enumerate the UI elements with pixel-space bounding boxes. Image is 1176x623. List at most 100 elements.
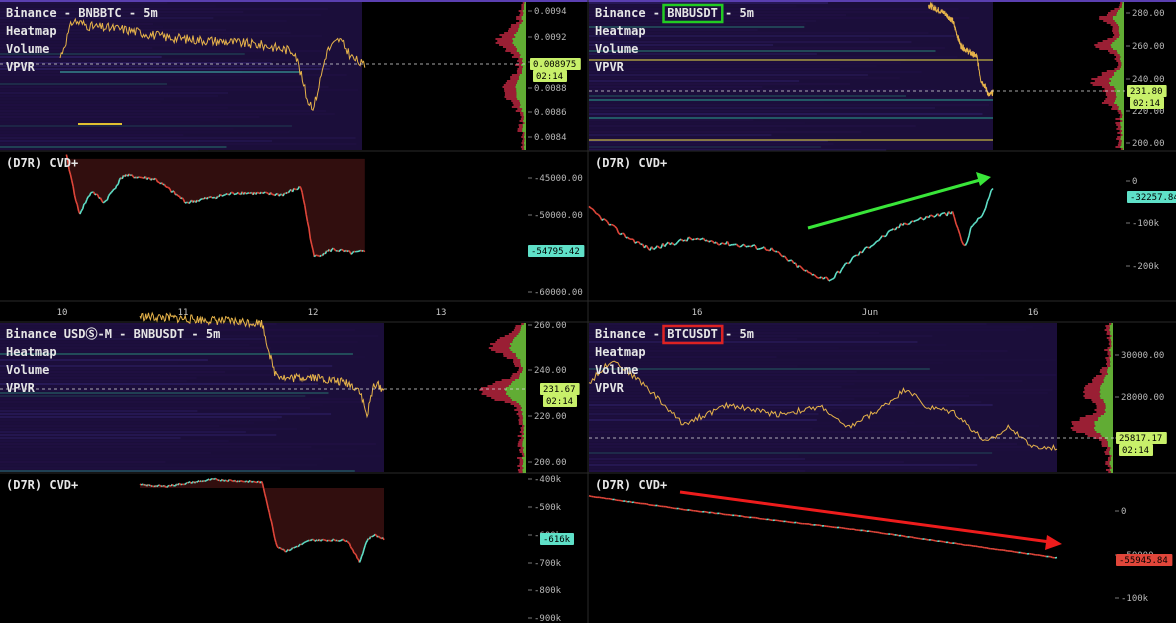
tr-cvd-axis-tick-1: -100k — [1132, 219, 1160, 229]
tr-countdown-badge-bg — [1130, 97, 1164, 109]
tr-price-line — [927, 1, 994, 97]
tr-cvd-line — [588, 187, 994, 282]
br-cvd-title: (D7R) CVD+ — [595, 478, 667, 492]
tr-price-axis-tick-0: 280.00 — [1132, 9, 1165, 19]
tr-indicator-2: VPVR — [595, 60, 625, 74]
bl-indicator-0: Heatmap — [6, 345, 57, 359]
bl-indicator-2: VPVR — [6, 381, 36, 395]
tr-title-symbol: BNBUSDT — [667, 6, 718, 20]
bl-price-axis-tick-2: 220.00 — [534, 412, 567, 422]
br-last-price-badge-bg — [1116, 432, 1167, 444]
br-indicator-2: VPVR — [595, 381, 625, 395]
br-symbol-highlight — [662, 324, 724, 345]
tl-price-axis-tick-4: 0.0086 — [534, 108, 567, 118]
tr-cvd-axis-tick-0: 0 — [1132, 177, 1137, 187]
bl-price-axis-tick-3: 200.00 — [534, 458, 567, 468]
tl-cvd-axis-tick-0: -45000.00 — [534, 174, 583, 184]
tr-price-axis-tick-4: 200.00 — [1132, 139, 1165, 149]
bl-cvd-axis-tick-3: -700k — [534, 559, 562, 569]
tl-volume-profile — [495, 2, 526, 150]
tl-cvd-title: (D7R) CVD+ — [6, 156, 78, 170]
br-title: Binance - BTCUSDT - 5m — [595, 327, 754, 341]
bl-cvd-axis-tick-0: -400k — [534, 475, 562, 485]
br-title-prefix: Binance - — [595, 327, 667, 341]
tl-price-axis-tick-0: 0.0094 — [534, 7, 567, 17]
tr-cvd-axis-tick-2: -200k — [1132, 262, 1160, 272]
tr-volume-profile — [1090, 2, 1124, 150]
tr-price-axis-tick-2: 240.00 — [1132, 75, 1165, 85]
br-price-line — [588, 360, 1058, 451]
tl-cvd-badge-bg — [528, 245, 585, 257]
tl-price-axis-tick-3: 0.0088 — [534, 84, 567, 94]
bl-cvd-title: (D7R) CVD+ — [6, 478, 78, 492]
tr-indicator-0: Heatmap — [595, 24, 646, 38]
bl-cvd-badge: -616k — [543, 535, 571, 545]
tl-price-line — [59, 17, 366, 111]
x-tick-left-1: 11 — [178, 308, 189, 318]
x-tick-left-0: 10 — [57, 308, 68, 318]
tr-cvd-title: (D7R) CVD+ — [595, 156, 667, 170]
bl-price-axis-tick-0: 260.00 — [534, 321, 567, 331]
tl-price-axis-tick-5: 0.0084 — [534, 133, 567, 143]
x-tick-right-0: 16 — [692, 308, 703, 318]
tr-price-axis-tick-1: 260.00 — [1132, 42, 1165, 52]
br-countdown-badge: 02:14 — [1122, 446, 1149, 456]
br-cvd-axis-tick-0: 0 — [1121, 507, 1126, 517]
tr-last-price-badge-bg — [1127, 85, 1167, 97]
bl-indicator-1: Volume — [6, 363, 49, 377]
br-price-axis-tick-1: 28000.00 — [1121, 393, 1164, 403]
bl-cvd-axis-tick-4: -800k — [534, 586, 562, 596]
br-downtrend-arrow-shaft — [679, 490, 1051, 544]
tr-heatmap — [589, 2, 993, 151]
br-indicator-0: Heatmap — [595, 345, 646, 359]
tr-indicator-1: Volume — [595, 42, 638, 56]
br-cvd-badge: -55945.84 — [1119, 556, 1168, 566]
tr-countdown-badge: 02:14 — [1133, 99, 1160, 109]
tr-uptrend-arrow-head — [976, 172, 991, 186]
tl-cvd-axis-tick-1: -50000.00 — [534, 211, 583, 221]
tr-uptrend-arrow-shaft — [807, 178, 981, 230]
br-countdown-badge-bg — [1119, 444, 1153, 456]
br-price-axis-tick-0: 30000.00 — [1121, 351, 1164, 361]
x-tick-left-3: 13 — [436, 308, 447, 318]
br-title-suffix: - 5m — [718, 327, 754, 341]
tl-last-price-badge: 0.008975 — [533, 60, 576, 70]
br-cvd-axis-tick-2: -100k — [1121, 594, 1149, 604]
tl-cvd-badge: -54795.42 — [531, 247, 580, 257]
bl-last-price-badge-bg — [540, 383, 580, 395]
tr-price-axis-tick-3: 220.00 — [1132, 107, 1165, 117]
tl-price-axis-tick-1: 0.0092 — [534, 33, 567, 43]
tr-title-prefix: Binance - — [595, 6, 667, 20]
bl-countdown-badge-bg — [543, 395, 577, 407]
bl-countdown-badge: 02:14 — [546, 397, 573, 407]
tr-last-price-badge: 231.80 — [1130, 87, 1163, 97]
tl-future-area — [362, 2, 528, 150]
bl-last-price-badge: 231.67 — [543, 385, 576, 395]
br-indicator-1: Volume — [595, 363, 638, 377]
br-title-symbol: BTCUSDT — [667, 327, 718, 341]
tl-indicator-1: Volume — [6, 42, 49, 56]
tr-cvd-badge: -32257.84 — [1130, 193, 1176, 203]
tr-title-suffix: - 5m — [718, 6, 754, 20]
bl-cvd-line — [139, 477, 385, 563]
br-last-price-badge: 25817.17 — [1119, 434, 1162, 444]
tr-cvd-badge-bg — [1127, 191, 1176, 203]
br-volume-profile — [1070, 323, 1113, 473]
bl-price-axis-tick-1: 240.00 — [534, 366, 567, 376]
br-downtrend-arrow-head — [1045, 535, 1062, 550]
tl-indicator-2: VPVR — [6, 60, 36, 74]
x-tick-right-1: Jun — [862, 308, 878, 318]
bl-cvd-badge-bg — [540, 533, 574, 545]
bl-cvd-axis-tick-5: -900k — [534, 614, 562, 623]
br-cvd-badge-bg — [1116, 554, 1173, 566]
bl-cvd-axis-tick-1: -500k — [534, 503, 562, 513]
bl-heatmap — [0, 323, 384, 472]
bl-price-line — [139, 311, 385, 419]
br-cvd-line — [588, 494, 1058, 559]
tl-title: Binance - BNBBTC - 5m — [6, 6, 158, 20]
x-tick-right-2: 16 — [1028, 308, 1039, 318]
tl-cvd-axis-tick-3: -60000.00 — [534, 288, 583, 298]
tl-cvd-line — [65, 154, 366, 258]
tr-symbol-highlight — [662, 3, 724, 24]
